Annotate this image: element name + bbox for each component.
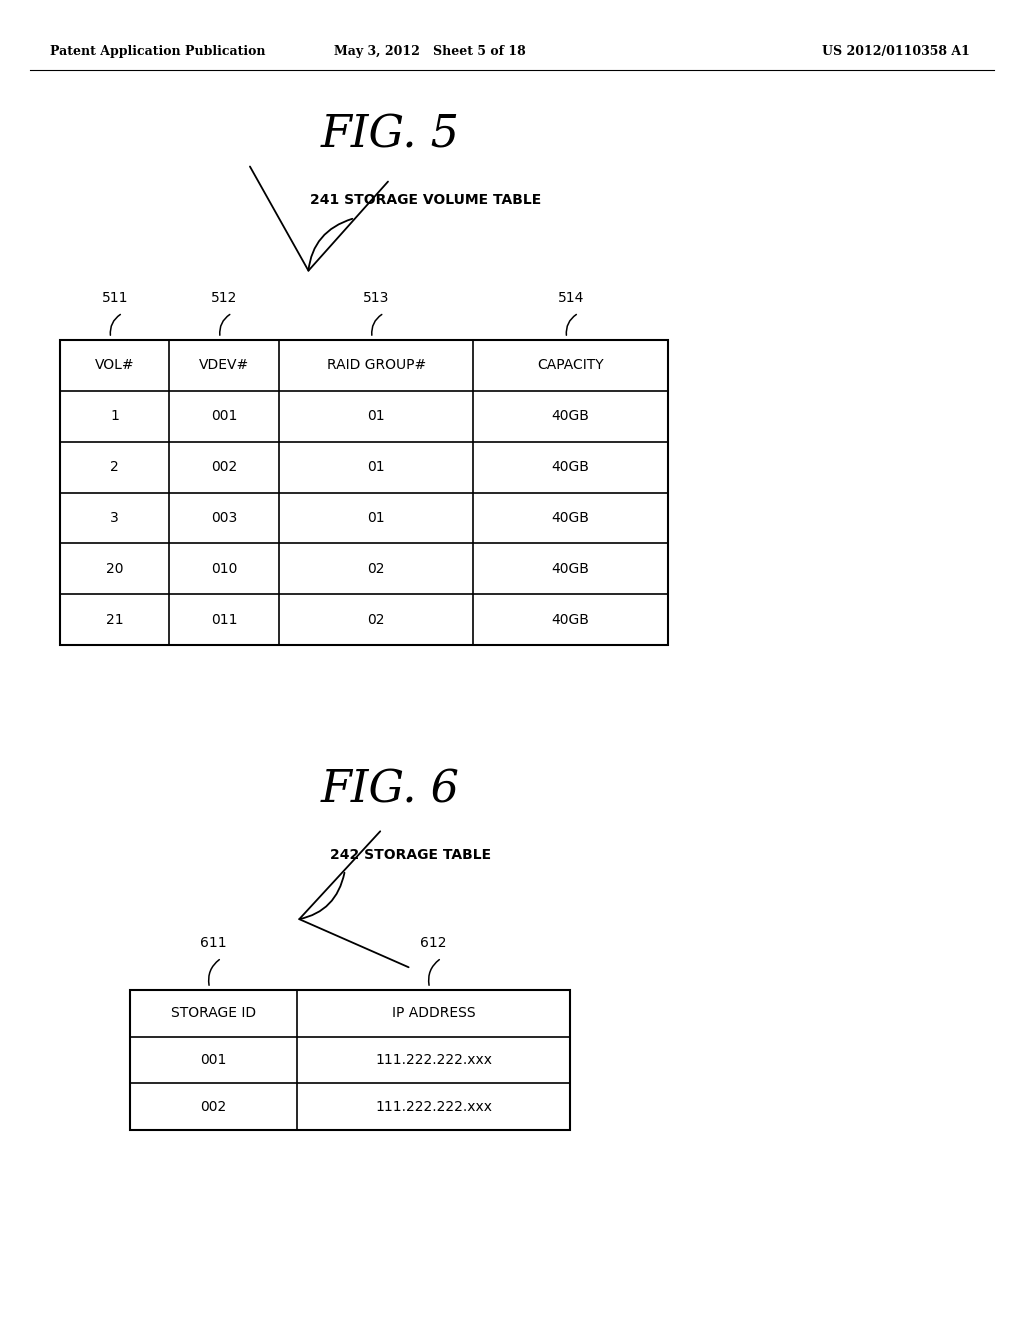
FancyArrowPatch shape — [250, 166, 388, 271]
Text: Patent Application Publication: Patent Application Publication — [50, 45, 265, 58]
Text: 241 STORAGE VOLUME TABLE: 241 STORAGE VOLUME TABLE — [310, 193, 542, 207]
Text: 611: 611 — [201, 936, 227, 950]
Text: 40GB: 40GB — [552, 612, 590, 627]
Text: 001: 001 — [201, 1053, 226, 1067]
FancyArrowPatch shape — [209, 960, 219, 985]
Text: 40GB: 40GB — [552, 409, 590, 424]
Text: 002: 002 — [201, 1100, 226, 1114]
Text: FIG. 5: FIG. 5 — [321, 114, 460, 157]
Text: May 3, 2012   Sheet 5 of 18: May 3, 2012 Sheet 5 of 18 — [334, 45, 526, 58]
Text: 02: 02 — [368, 612, 385, 627]
Text: 01: 01 — [368, 409, 385, 424]
Text: 612: 612 — [420, 936, 446, 950]
Bar — [60, 341, 668, 645]
FancyArrowPatch shape — [299, 832, 409, 968]
FancyArrowPatch shape — [220, 314, 229, 335]
Text: US 2012/0110358 A1: US 2012/0110358 A1 — [822, 45, 970, 58]
Text: VDEV#: VDEV# — [199, 359, 249, 372]
Text: FIG. 6: FIG. 6 — [321, 768, 460, 812]
Text: 3: 3 — [111, 511, 119, 525]
Text: 011: 011 — [211, 612, 238, 627]
Text: 002: 002 — [211, 461, 238, 474]
Text: 01: 01 — [368, 461, 385, 474]
Text: 20: 20 — [105, 562, 124, 576]
Text: 513: 513 — [362, 290, 389, 305]
Text: 40GB: 40GB — [552, 461, 590, 474]
Text: 21: 21 — [105, 612, 124, 627]
Text: VOL#: VOL# — [95, 359, 134, 372]
Text: IP ADDRESS: IP ADDRESS — [392, 1006, 475, 1020]
Text: 111.222.222.xxx: 111.222.222.xxx — [375, 1100, 493, 1114]
Text: 001: 001 — [211, 409, 238, 424]
FancyArrowPatch shape — [566, 314, 577, 335]
Text: 111.222.222.xxx: 111.222.222.xxx — [375, 1053, 493, 1067]
FancyArrowPatch shape — [372, 314, 382, 335]
Text: 514: 514 — [557, 290, 584, 305]
Text: 1: 1 — [111, 409, 119, 424]
Text: 003: 003 — [211, 511, 238, 525]
Text: 010: 010 — [211, 562, 238, 576]
Text: 2: 2 — [111, 461, 119, 474]
Text: 512: 512 — [211, 290, 238, 305]
Text: 40GB: 40GB — [552, 562, 590, 576]
Text: 01: 01 — [368, 511, 385, 525]
FancyArrowPatch shape — [429, 960, 439, 985]
Text: 511: 511 — [101, 290, 128, 305]
Text: 02: 02 — [368, 562, 385, 576]
FancyArrowPatch shape — [111, 314, 121, 335]
Bar — [130, 990, 570, 1130]
Text: CAPACITY: CAPACITY — [538, 359, 604, 372]
Text: STORAGE ID: STORAGE ID — [171, 1006, 256, 1020]
Text: RAID GROUP#: RAID GROUP# — [327, 359, 426, 372]
Text: 40GB: 40GB — [552, 511, 590, 525]
Text: 242 STORAGE TABLE: 242 STORAGE TABLE — [330, 847, 492, 862]
